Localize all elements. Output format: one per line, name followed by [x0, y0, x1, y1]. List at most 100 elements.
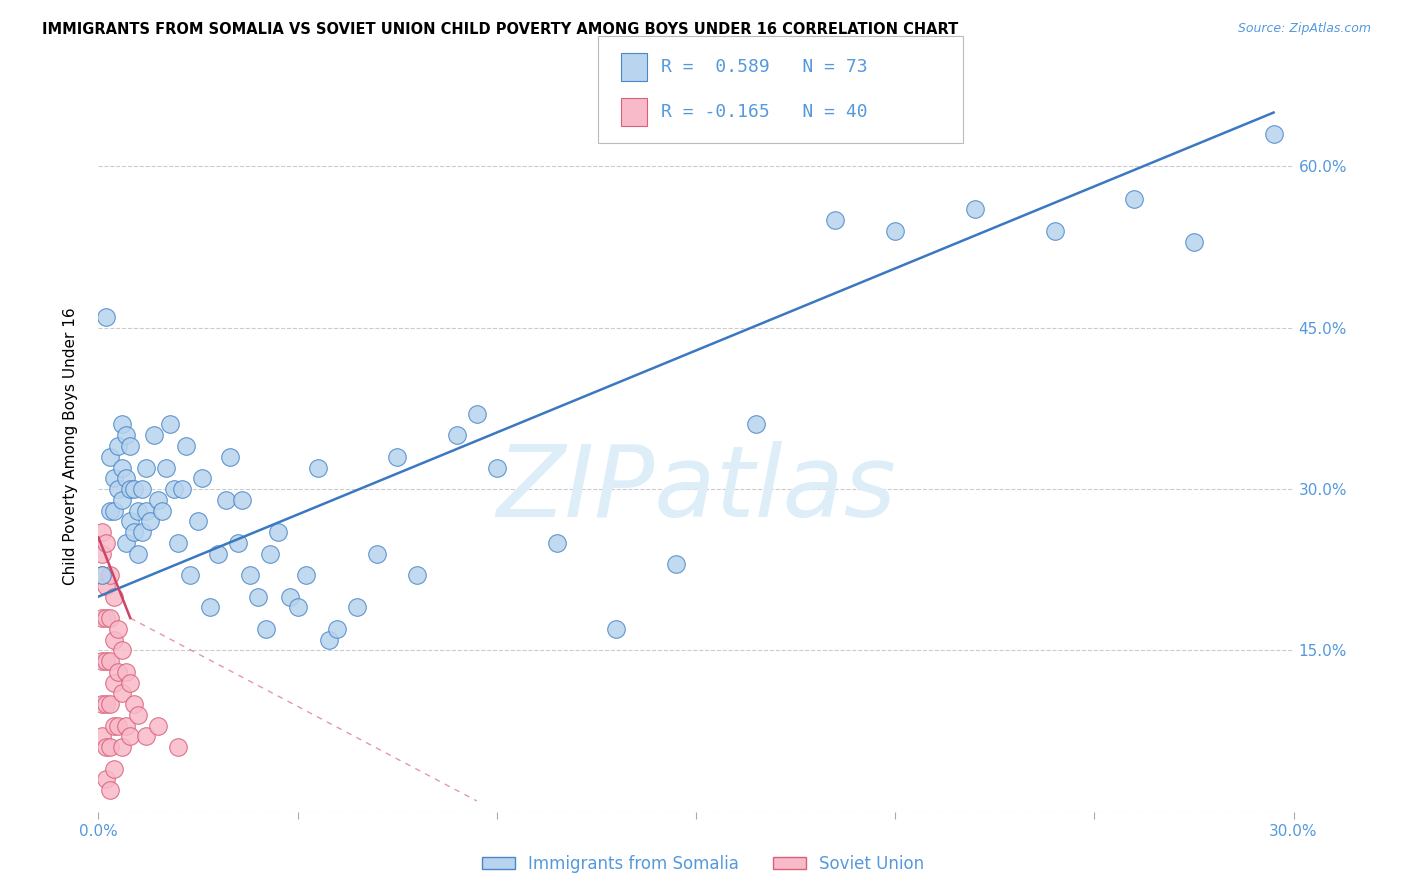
- Point: [111, 417, 134, 432]
- Text: R = -0.165   N = 40: R = -0.165 N = 40: [661, 103, 868, 121]
- Point: [259, 547, 281, 561]
- Point: [191, 471, 214, 485]
- Point: [96, 310, 118, 324]
- Point: [91, 568, 114, 582]
- Point: [546, 536, 568, 550]
- Point: [91, 568, 114, 582]
- Point: [139, 514, 162, 528]
- Point: [127, 547, 149, 561]
- Point: [215, 492, 238, 507]
- Point: [167, 740, 190, 755]
- Point: [187, 514, 209, 528]
- Point: [120, 439, 142, 453]
- Point: [143, 428, 166, 442]
- Point: [107, 439, 129, 453]
- Point: [446, 428, 468, 442]
- Point: [91, 654, 114, 668]
- Text: ZIPatlas: ZIPatlas: [496, 442, 896, 539]
- Point: [96, 536, 118, 550]
- Point: [91, 547, 114, 561]
- Point: [96, 772, 118, 787]
- Point: [107, 665, 129, 679]
- Point: [231, 492, 253, 507]
- Point: [98, 611, 122, 625]
- Point: [98, 783, 122, 797]
- Point: [103, 632, 125, 647]
- Point: [91, 524, 114, 539]
- Point: [150, 503, 173, 517]
- Point: [135, 460, 157, 475]
- Point: [111, 740, 134, 755]
- Y-axis label: Child Poverty Among Boys Under 16: Child Poverty Among Boys Under 16: [63, 307, 77, 585]
- Point: [167, 536, 190, 550]
- Text: Source: ZipAtlas.com: Source: ZipAtlas.com: [1237, 22, 1371, 36]
- Point: [605, 622, 627, 636]
- Point: [148, 719, 170, 733]
- Point: [98, 568, 122, 582]
- Point: [745, 417, 768, 432]
- Point: [98, 450, 122, 464]
- Point: [96, 697, 118, 711]
- Point: [159, 417, 181, 432]
- Point: [1043, 224, 1066, 238]
- Point: [131, 524, 153, 539]
- Point: [96, 579, 118, 593]
- Point: [131, 482, 153, 496]
- Point: [111, 643, 134, 657]
- Point: [91, 611, 114, 625]
- Legend: Immigrants from Somalia, Soviet Union: Immigrants from Somalia, Soviet Union: [475, 848, 931, 880]
- Point: [115, 471, 138, 485]
- Point: [406, 568, 429, 582]
- Point: [120, 482, 142, 496]
- Point: [103, 590, 125, 604]
- Point: [91, 730, 114, 744]
- Point: [107, 719, 129, 733]
- Point: [665, 558, 688, 572]
- Point: [318, 632, 340, 647]
- Point: [465, 407, 488, 421]
- Point: [163, 482, 186, 496]
- Point: [1123, 192, 1146, 206]
- Point: [103, 503, 125, 517]
- Point: [346, 600, 368, 615]
- Point: [115, 665, 138, 679]
- Point: [884, 224, 907, 238]
- Point: [179, 568, 201, 582]
- Point: [96, 654, 118, 668]
- Point: [485, 460, 508, 475]
- Point: [824, 213, 846, 227]
- Text: R =  0.589   N = 73: R = 0.589 N = 73: [661, 58, 868, 76]
- Point: [219, 450, 242, 464]
- Point: [127, 503, 149, 517]
- Point: [103, 762, 125, 776]
- Text: IMMIGRANTS FROM SOMALIA VS SOVIET UNION CHILD POVERTY AMONG BOYS UNDER 16 CORREL: IMMIGRANTS FROM SOMALIA VS SOVIET UNION …: [42, 22, 959, 37]
- Point: [103, 471, 125, 485]
- Point: [254, 622, 277, 636]
- Point: [174, 439, 197, 453]
- Point: [124, 482, 146, 496]
- Point: [98, 654, 122, 668]
- Point: [103, 719, 125, 733]
- Point: [963, 202, 986, 217]
- Point: [111, 460, 134, 475]
- Point: [326, 622, 349, 636]
- Point: [155, 460, 177, 475]
- Point: [135, 503, 157, 517]
- Point: [307, 460, 329, 475]
- Point: [98, 503, 122, 517]
- Point: [98, 697, 122, 711]
- Point: [111, 686, 134, 700]
- Point: [287, 600, 309, 615]
- Point: [111, 492, 134, 507]
- Point: [366, 547, 388, 561]
- Point: [172, 482, 194, 496]
- Point: [278, 590, 301, 604]
- Point: [246, 590, 269, 604]
- Point: [120, 675, 142, 690]
- Point: [207, 547, 229, 561]
- Point: [1182, 235, 1205, 249]
- Point: [96, 611, 118, 625]
- Point: [91, 697, 114, 711]
- Point: [198, 600, 221, 615]
- Point: [115, 428, 138, 442]
